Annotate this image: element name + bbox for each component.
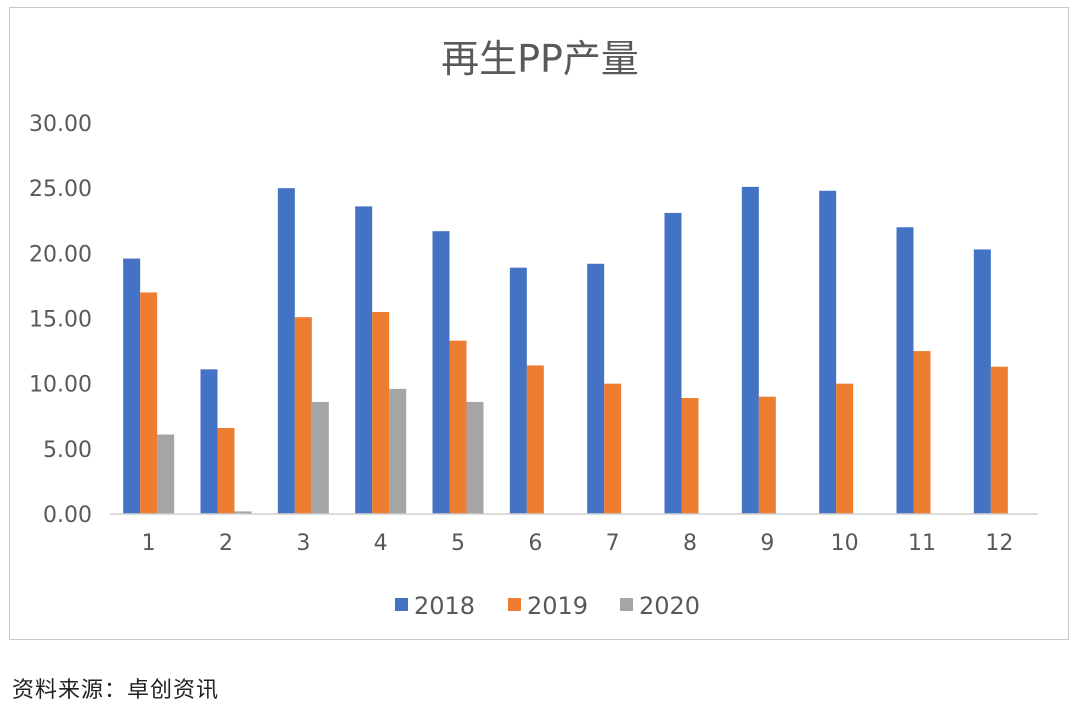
bar-2020-4 — [389, 388, 407, 514]
x-tick-label: 6 — [528, 531, 542, 556]
bars — [123, 186, 1008, 515]
chart-title: 再生PP产量 — [441, 37, 639, 81]
bar-2019-1 — [140, 292, 158, 514]
bar-2019-11 — [913, 351, 931, 514]
bar-2018-9 — [741, 186, 759, 514]
legend-swatch-2018 — [395, 598, 408, 611]
y-tick-label: 5.00 — [43, 438, 92, 463]
bar-2020-2 — [234, 511, 252, 514]
bar-2018-10 — [819, 190, 837, 515]
bar-2019-9 — [758, 396, 776, 514]
legend-label-2020: 2020 — [639, 592, 700, 620]
x-tick-label: 4 — [374, 531, 388, 556]
x-tick-label: 7 — [606, 531, 620, 556]
x-tick-label: 11 — [908, 531, 936, 556]
source-note: 资料来源：卓创资讯 — [12, 678, 220, 703]
bar-2019-7 — [604, 383, 622, 514]
y-axis: 0.00 5.00 10.00 15.00 20.00 25.00 30.00 — [29, 112, 92, 528]
bar-2020-3 — [311, 401, 329, 514]
x-tick-label: 9 — [760, 531, 774, 556]
x-tick-label: 2 — [219, 531, 233, 556]
bar-2018-11 — [896, 227, 914, 514]
bar-2018-12 — [973, 249, 991, 514]
x-tick-label: 1 — [142, 531, 156, 556]
bar-2019-6 — [526, 365, 544, 514]
bar-2018-1 — [123, 258, 141, 514]
legend-label-2019: 2019 — [527, 592, 588, 620]
y-tick-label: 20.00 — [29, 242, 92, 267]
x-tick-label: 12 — [985, 531, 1013, 556]
legend: 2018 2019 2020 — [395, 592, 700, 620]
chart-frame — [9, 7, 1069, 640]
bar-2019-3 — [294, 317, 312, 514]
bar-2019-2 — [217, 427, 235, 514]
x-tick-label: 8 — [683, 531, 697, 556]
bar-2018-6 — [509, 267, 527, 514]
bar-2019-5 — [449, 340, 467, 514]
bar-2019-4 — [372, 311, 390, 514]
bar-2018-8 — [664, 212, 682, 514]
bar-2018-3 — [277, 188, 295, 514]
y-tick-label: 15.00 — [29, 308, 92, 333]
legend-swatch-2019 — [508, 598, 521, 611]
bar-2019-10 — [836, 383, 854, 514]
bar-2020-5 — [466, 401, 484, 514]
y-tick-label: 25.00 — [29, 177, 92, 202]
legend-swatch-2020 — [620, 598, 633, 611]
bar-2019-12 — [990, 366, 1008, 514]
bar-2018-5 — [432, 231, 450, 514]
x-axis: 1 2 3 4 5 6 7 8 9 10 11 12 — [142, 531, 1014, 556]
bar-2018-4 — [355, 206, 373, 514]
bar-2020-1 — [157, 434, 175, 514]
legend-label-2018: 2018 — [414, 592, 475, 620]
y-tick-label: 0.00 — [43, 503, 92, 528]
y-tick-label: 30.00 — [29, 112, 92, 137]
y-tick-label: 10.00 — [29, 373, 92, 398]
bar-2018-7 — [587, 263, 605, 514]
bar-2018-2 — [200, 369, 218, 514]
bar-2019-8 — [681, 398, 699, 514]
x-tick-label: 3 — [296, 531, 310, 556]
x-tick-label: 5 — [451, 531, 465, 556]
x-tick-label: 10 — [831, 531, 859, 556]
